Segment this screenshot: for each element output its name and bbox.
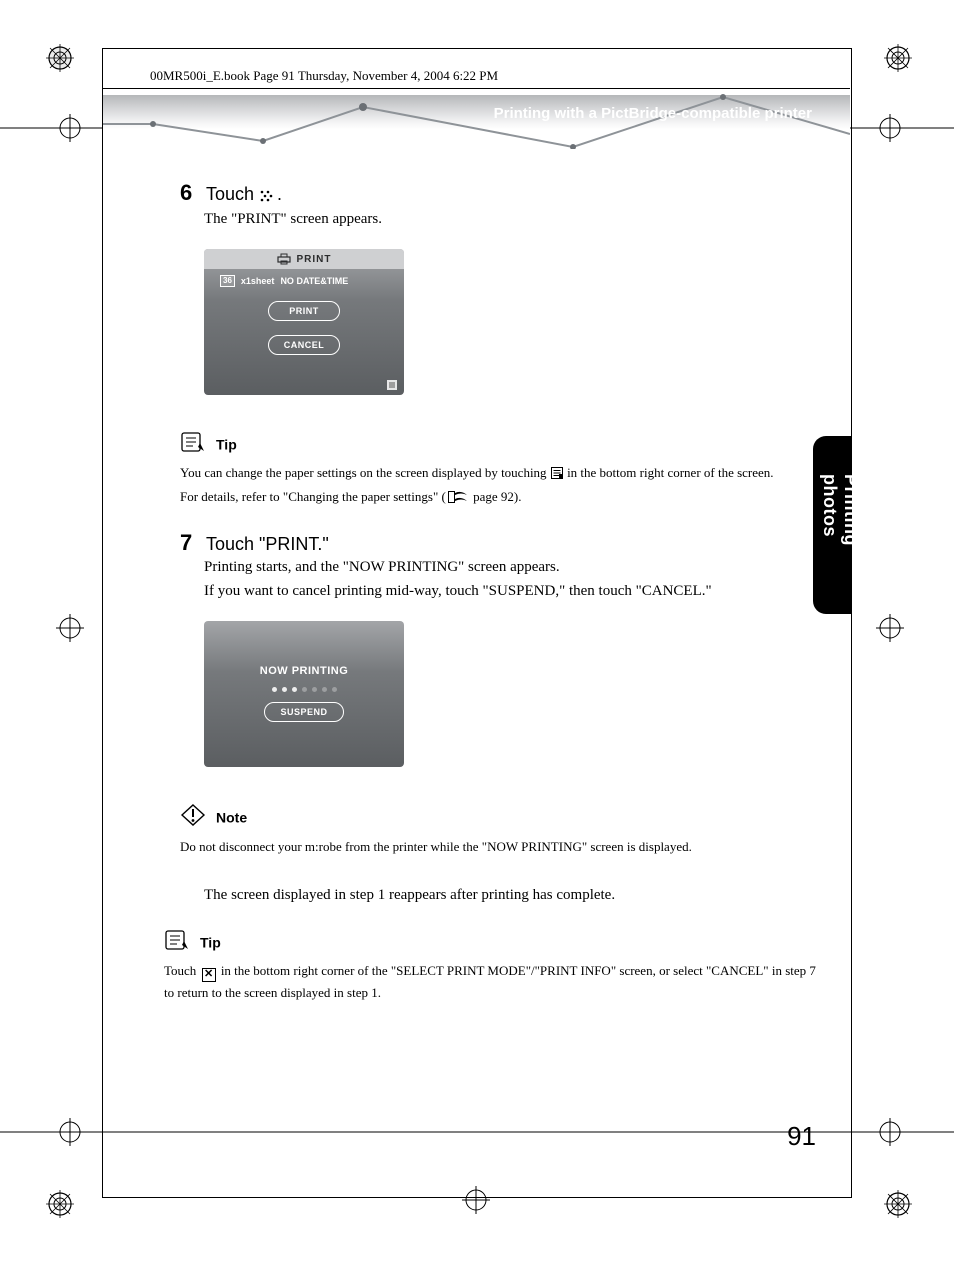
note-icon <box>180 803 206 832</box>
lcd1-count-badge: 36 <box>220 275 235 287</box>
lcd1-datetime-label: NO DATE&TIME <box>280 276 348 286</box>
crop-target <box>56 614 84 642</box>
side-tab-label: Printing photos <box>819 474 861 614</box>
tip-icon <box>180 431 206 458</box>
crop-target <box>876 614 904 642</box>
step-6-heading-suffix: . <box>277 184 282 204</box>
progress-dots <box>272 687 337 692</box>
step-6-number: 6 <box>180 180 204 206</box>
step-7-number: 7 <box>180 530 204 556</box>
note-label: Note <box>216 809 247 825</box>
now-printing-figure: NOW PRINTING SUSPEND <box>204 621 404 767</box>
tip1-line1b: in the bottom right corner of the screen… <box>564 465 774 480</box>
tip2-label: Tip <box>200 935 221 951</box>
lcd1-print-button: PRINT <box>268 301 340 321</box>
post-note-text: The screen displayed in step 1 reappears… <box>204 884 800 907</box>
tip-icon <box>164 929 190 956</box>
tip2-text-b: in the bottom right corner of the "SELEC… <box>164 963 816 1000</box>
reg-mark <box>884 44 912 72</box>
tip1-line1a: You can change the paper settings on the… <box>180 465 550 480</box>
lcd2-suspend-button: SUSPEND <box>264 702 344 722</box>
touch-dots-icon <box>259 187 277 208</box>
step-6-heading-prefix: Touch <box>206 184 259 204</box>
chapter-title: Printing with a PictBridge-compatible pr… <box>494 105 812 122</box>
paper-settings-icon <box>386 379 398 391</box>
lcd1-cancel-button: CANCEL <box>268 335 340 355</box>
chapter-band: Printing with a PictBridge-compatible pr… <box>103 95 850 143</box>
step-7-heading: Touch "PRINT." <box>206 534 329 555</box>
reg-mark <box>884 1190 912 1218</box>
reg-mark <box>46 1190 74 1218</box>
running-header: 00MR500i_E.book Page 91 Thursday, Novemb… <box>150 68 498 84</box>
printer-icon <box>277 253 291 265</box>
print-screen-figure: PRINT 36 x1sheet NO DATE&TIME PRINT CANC… <box>204 249 404 395</box>
tip1-label: Tip <box>216 437 237 453</box>
tip1-line2b: page 92). <box>470 489 522 504</box>
close-x-icon: ✕ <box>202 968 216 982</box>
step-7-body1: Printing starts, and the "NOW PRINTING" … <box>204 556 800 579</box>
crop-target <box>56 1118 84 1146</box>
lcd1-title: PRINT <box>297 254 332 265</box>
crop-target <box>56 114 84 142</box>
tip2-text-a: Touch <box>164 963 200 978</box>
lcd2-title: NOW PRINTING <box>260 665 349 677</box>
crop-target <box>876 1118 904 1146</box>
page-ref-icon <box>448 488 468 510</box>
step-6-heading: Touch . <box>206 184 282 208</box>
tip1-line2a: For details, refer to "Changing the pape… <box>180 489 446 504</box>
side-tab: Printing photos <box>813 436 851 614</box>
step-7-body2: If you want to cancel printing mid-way, … <box>204 580 800 603</box>
step-6-body: The "PRINT" screen appears. <box>204 208 800 231</box>
paper-settings-inline-icon <box>551 464 563 486</box>
content-area: 6 Touch . The "PRINT" screen appears. PR… <box>180 180 800 1004</box>
note-text: Do not disconnect your m:robe from the p… <box>180 836 800 858</box>
reg-mark <box>46 44 74 72</box>
lcd1-sheet-label: x1sheet <box>241 276 275 286</box>
crop-target <box>876 114 904 142</box>
page-number: 91 <box>787 1121 816 1152</box>
